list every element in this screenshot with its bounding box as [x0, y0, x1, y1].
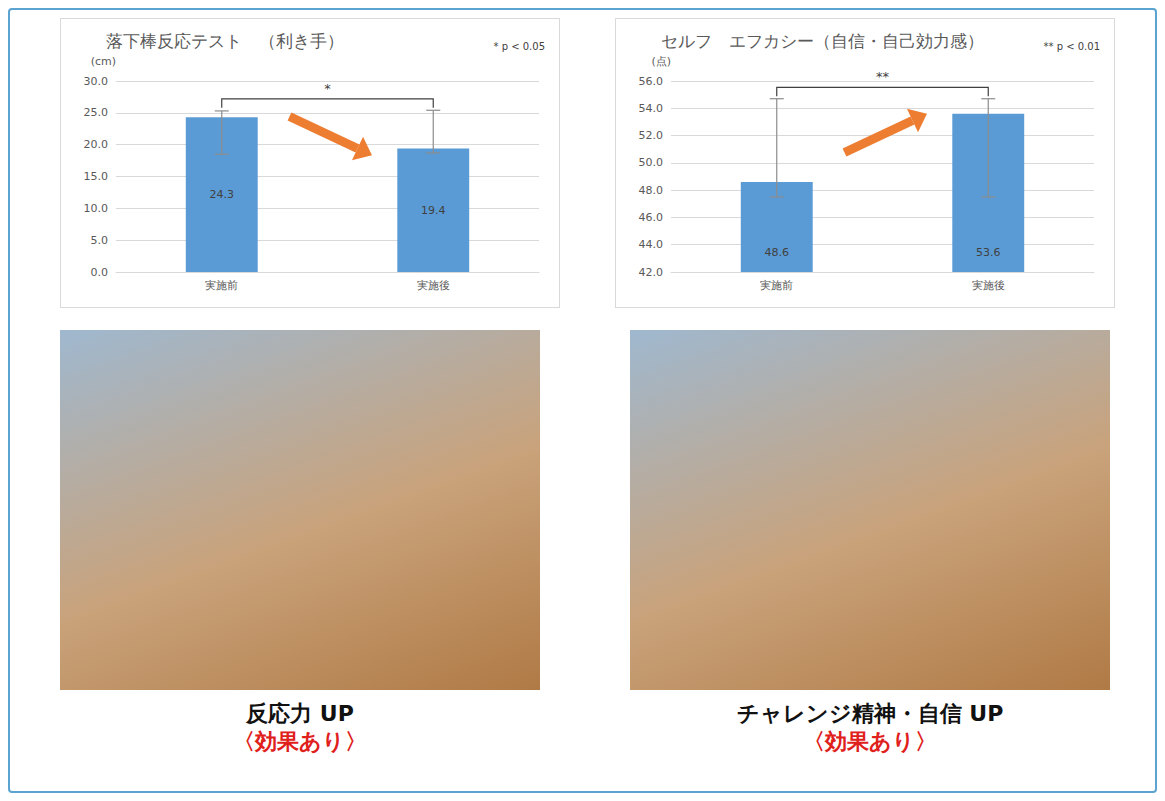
svg-text:24.3: 24.3	[210, 188, 235, 201]
svg-text:20.0: 20.0	[84, 138, 109, 151]
svg-text:10.0: 10.0	[84, 202, 109, 215]
svg-text:30.0: 30.0	[84, 75, 109, 88]
svg-text:15.0: 15.0	[84, 170, 109, 183]
svg-text:5.0: 5.0	[91, 234, 109, 247]
svg-text:44.0: 44.0	[639, 238, 664, 251]
svg-text:25.0: 25.0	[84, 106, 109, 119]
svg-text:(点): (点)	[651, 55, 671, 68]
html-text:チャレンジ精神・自信 UP: チャレンジ精神・自信 UP	[736, 701, 1004, 726]
svg-text:54.0: 54.0	[639, 102, 664, 115]
html-text:〈効果あり〉: 〈効果あり〉	[803, 729, 937, 754]
svg-text:** p < 0.01: ** p < 0.01	[1043, 41, 1100, 52]
svg-text:実施後: 実施後	[972, 279, 1005, 292]
svg-text:落下棒反応テスト （利き手）: 落下棒反応テスト （利き手）	[106, 31, 344, 51]
svg-text:42.0: 42.0	[639, 266, 664, 279]
svg-text:48.6: 48.6	[765, 246, 790, 259]
svg-text:実施後: 実施後	[417, 279, 450, 292]
svg-text:53.6: 53.6	[976, 246, 1001, 259]
svg-text:実施前: 実施前	[760, 279, 793, 292]
html-text:〈効果あり〉: 〈効果あり〉	[233, 729, 367, 754]
svg-text:*: *	[324, 81, 331, 96]
svg-text:* p < 0.05: * p < 0.05	[493, 41, 545, 52]
svg-text:セルフ エフカシー（自信・自己効力感）: セルフ エフカシー（自信・自己効力感）	[661, 31, 984, 51]
svg-text:56.0: 56.0	[639, 75, 664, 88]
svg-text:19.4: 19.4	[421, 204, 446, 217]
svg-text:48.0: 48.0	[639, 184, 664, 197]
svg-text:**: **	[876, 69, 890, 84]
svg-text:実施前: 実施前	[205, 279, 238, 292]
html-text:反応力 UP: 反応力 UP	[246, 701, 354, 726]
svg-text:50.0: 50.0	[639, 156, 664, 169]
svg-text:52.0: 52.0	[639, 129, 664, 142]
svg-text:(cm): (cm)	[91, 55, 116, 68]
svg-text:0.0: 0.0	[91, 266, 109, 279]
svg-text:46.0: 46.0	[639, 211, 664, 224]
